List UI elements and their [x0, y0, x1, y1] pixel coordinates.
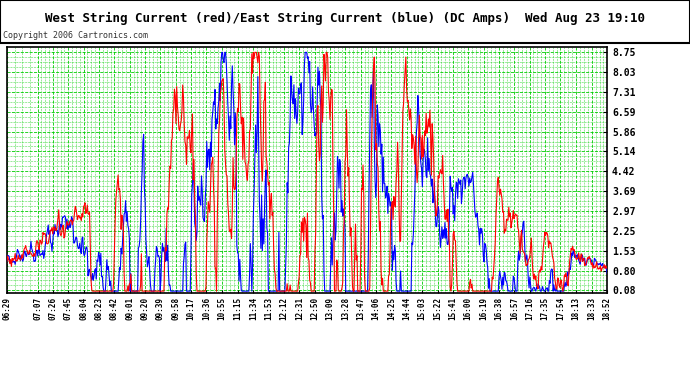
Text: West String Current (red)/East String Current (blue) (DC Amps)  Wed Aug 23 19:10: West String Current (red)/East String Cu… [45, 12, 645, 25]
Text: Copyright 2006 Cartronics.com: Copyright 2006 Cartronics.com [3, 31, 148, 40]
FancyBboxPatch shape [0, 0, 690, 43]
